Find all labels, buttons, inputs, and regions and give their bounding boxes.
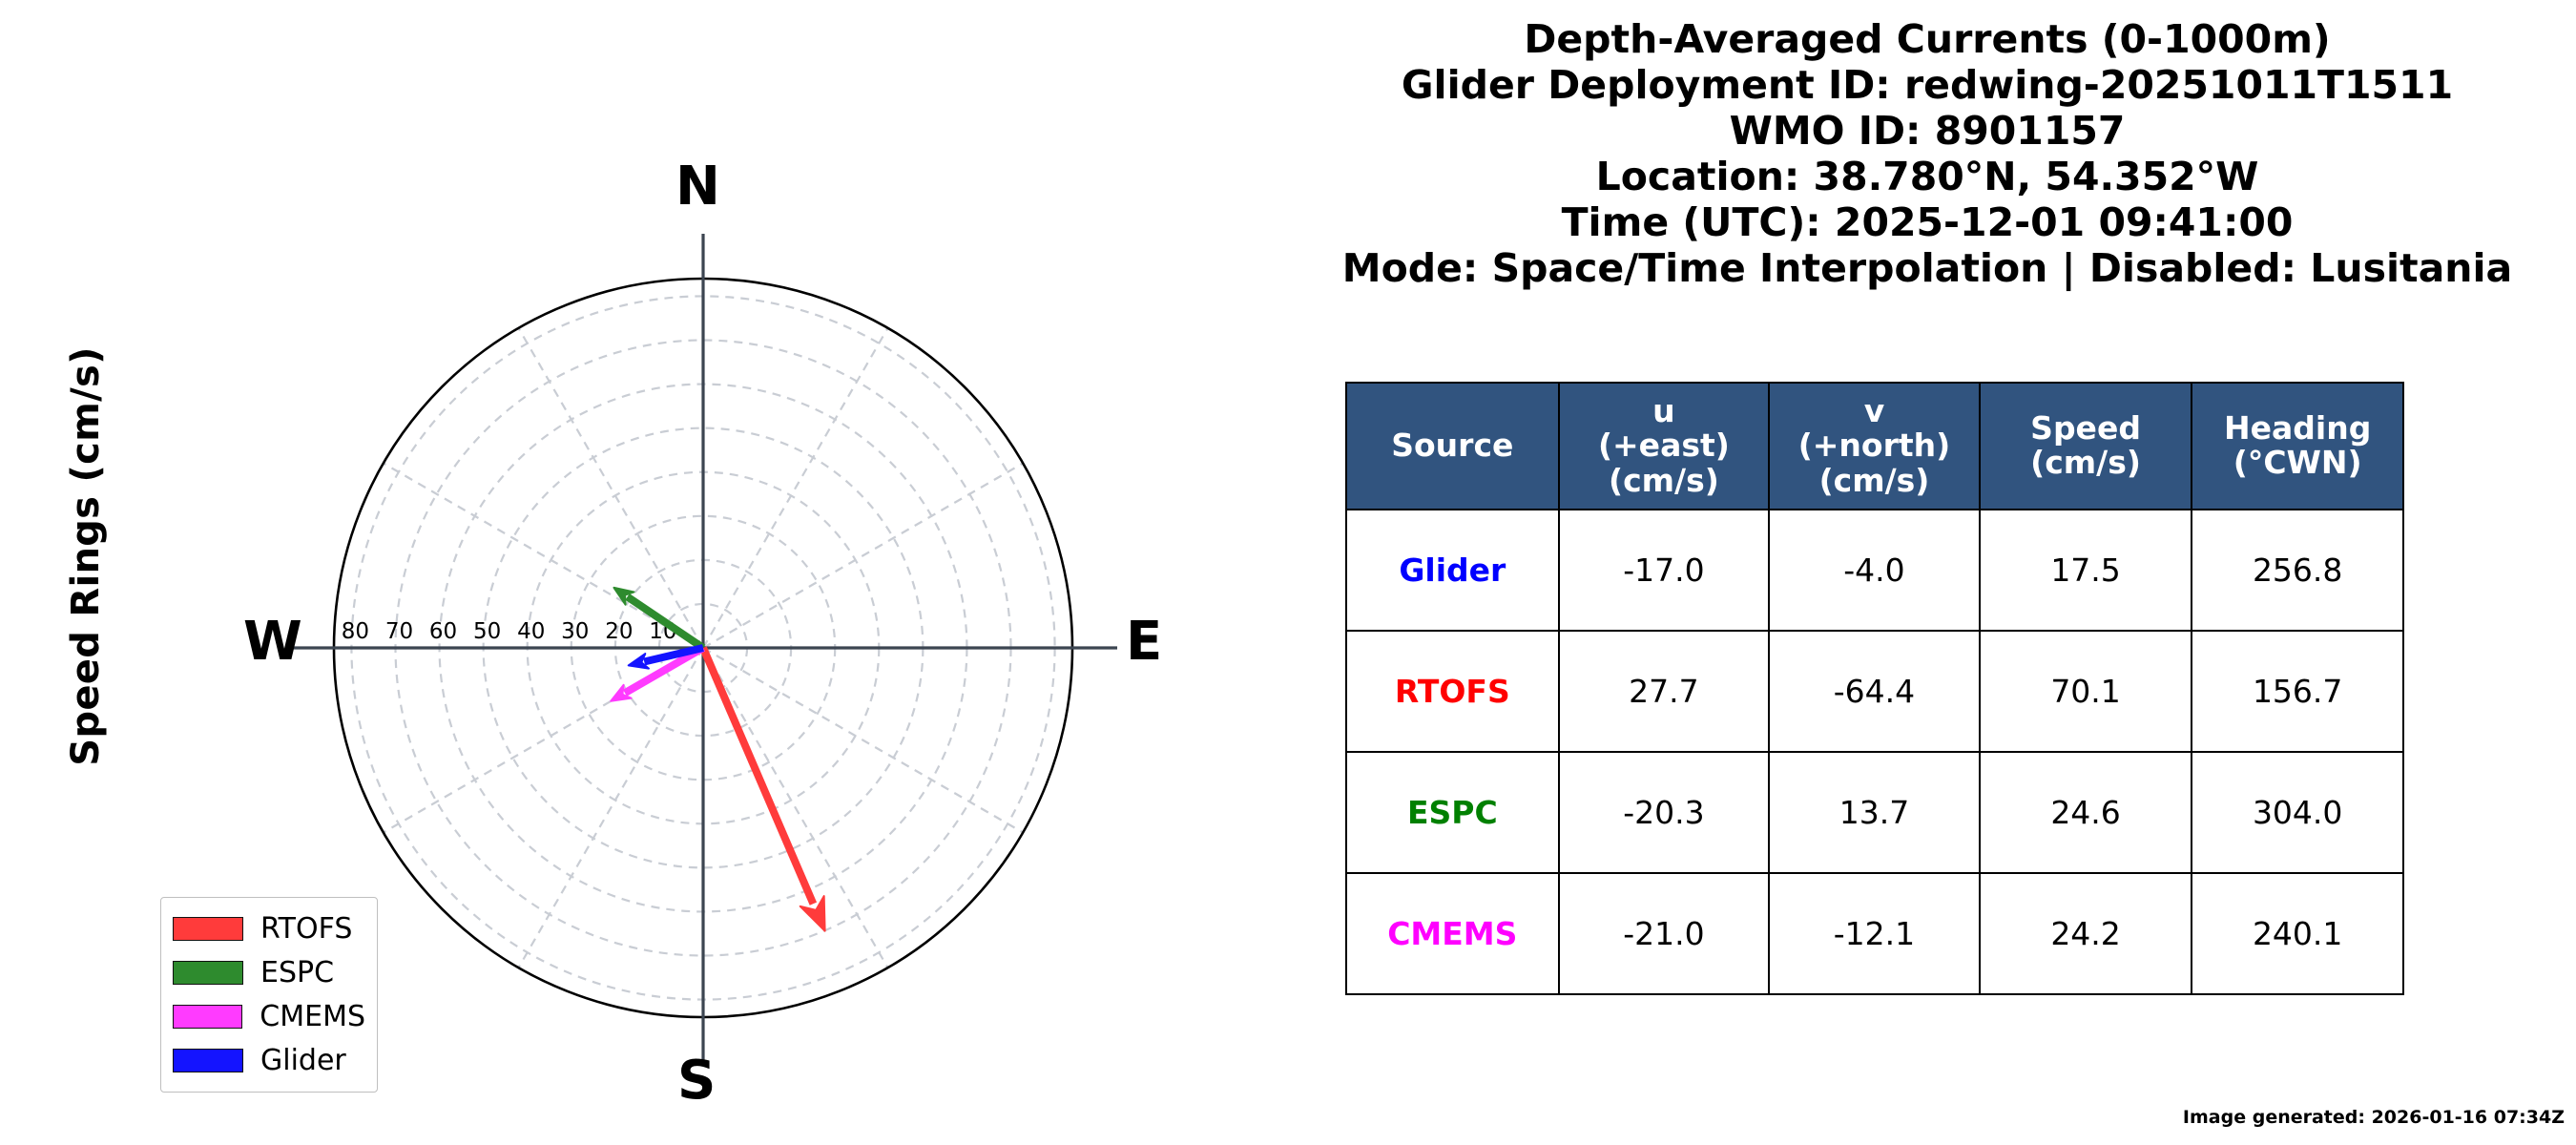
cell-u: -21.0 bbox=[1557, 871, 1771, 995]
cell-speed: 70.1 bbox=[1978, 629, 2193, 753]
radial-axis-label: Speed Rings (cm/s) bbox=[64, 346, 108, 766]
cell-u: -20.3 bbox=[1557, 750, 1771, 874]
polar-spoke-120 bbox=[702, 647, 1024, 834]
cell-heading: 240.1 bbox=[2191, 871, 2404, 995]
table-row: CMEMS -21.0 -12.1 24.2 240.1 bbox=[1345, 871, 2404, 995]
current-vector-cmems bbox=[610, 644, 705, 702]
ring-tick-label-20: 20 bbox=[605, 619, 633, 644]
header-wmo-id: WMO ID: 8901157 bbox=[1729, 107, 2126, 154]
legend-item-espc: ESPC bbox=[173, 950, 365, 994]
ring-tick-label-40: 40 bbox=[517, 619, 545, 644]
cell-speed: 24.6 bbox=[1978, 750, 2193, 874]
cell-source: Glider bbox=[1345, 508, 1560, 632]
vector-shaft-rtofs bbox=[699, 646, 818, 906]
header-deployment-id: Glider Deployment ID: redwing-20251011T1… bbox=[1401, 61, 2454, 108]
cell-source: RTOFS bbox=[1345, 629, 1560, 753]
cell-source: ESPC bbox=[1345, 750, 1560, 874]
cell-heading: 256.8 bbox=[2191, 508, 2404, 632]
ring-tick-label-80: 80 bbox=[342, 619, 369, 644]
cell-speed: 17.5 bbox=[1978, 508, 2193, 632]
compass-label-north: N bbox=[675, 156, 720, 218]
cell-v: -12.1 bbox=[1768, 871, 1981, 995]
legend-item-cmems: CMEMS bbox=[173, 994, 365, 1038]
ring-tick-label-30: 30 bbox=[561, 619, 589, 644]
compass-label-east: E bbox=[1126, 611, 1163, 673]
legend-item-glider: Glider bbox=[173, 1038, 365, 1082]
header-title: Depth-Averaged Currents (0-1000m) bbox=[1524, 16, 2331, 62]
column-header-speed: Speed (cm/s) bbox=[1978, 382, 2193, 510]
vector-shaft-glider bbox=[643, 644, 704, 666]
legend-swatch-rtofs bbox=[173, 916, 243, 941]
header-time: Time (UTC): 2025-12-01 09:41:00 bbox=[1561, 198, 2294, 245]
polar-spoke-300 bbox=[383, 462, 704, 649]
vector-shaft-cmems bbox=[622, 644, 705, 697]
header-text-block: Depth-Averaged Currents (0-1000m) Glider… bbox=[1278, 16, 2576, 292]
column-header-u: u (+east) (cm/s) bbox=[1557, 382, 1771, 510]
cell-v: 13.7 bbox=[1768, 750, 1981, 874]
polar-spoke-330 bbox=[517, 327, 704, 649]
legend-item-rtofs: RTOFS bbox=[173, 906, 365, 950]
column-header-v: v (+north) (cm/s) bbox=[1768, 382, 1981, 510]
legend-swatch-cmems bbox=[173, 1004, 243, 1029]
table-row: RTOFS 27.7 -64.4 70.1 156.7 bbox=[1345, 629, 2404, 753]
compass-label-west: W bbox=[243, 611, 302, 673]
cell-v: -64.4 bbox=[1768, 629, 1981, 753]
legend-label: Glider bbox=[260, 1043, 346, 1077]
current-vector-rtofs bbox=[699, 646, 826, 932]
cell-heading: 304.0 bbox=[2191, 750, 2404, 874]
polar-spoke-150 bbox=[702, 647, 889, 968]
column-header-source: Source bbox=[1345, 382, 1560, 510]
table-row: ESPC -20.3 13.7 24.6 304.0 bbox=[1345, 750, 2404, 874]
legend-label: ESPC bbox=[260, 955, 335, 989]
current-vector-glider bbox=[627, 644, 704, 670]
image-generated-timestamp: Image generated: 2026-01-16 07:34Z bbox=[2182, 1107, 2565, 1128]
ring-tick-label-50: 50 bbox=[473, 619, 501, 644]
table-row: Glider -17.0 -4.0 17.5 256.8 bbox=[1345, 508, 2404, 632]
vector-head-espc bbox=[613, 586, 635, 606]
header-location: Location: 38.780°N, 54.352°W bbox=[1595, 153, 2259, 199]
polar-current-vectors bbox=[610, 586, 826, 932]
cell-heading: 156.7 bbox=[2191, 629, 2404, 753]
chart-legend: RTOFS ESPC CMEMS Glider bbox=[160, 897, 378, 1093]
polar-spoke-210 bbox=[517, 647, 704, 968]
header-mode: Mode: Space/Time Interpolation | Disable… bbox=[1341, 244, 2513, 291]
column-header-heading: Heading (°CWN) bbox=[2191, 382, 2404, 510]
vector-head-rtofs bbox=[799, 895, 826, 932]
legend-label: CMEMS bbox=[260, 999, 365, 1033]
legend-label: RTOFS bbox=[260, 911, 353, 946]
cell-u: -17.0 bbox=[1557, 508, 1771, 632]
cell-u: 27.7 bbox=[1557, 629, 1771, 753]
ring-tick-label-60: 60 bbox=[429, 619, 457, 644]
legend-swatch-espc bbox=[173, 960, 243, 985]
info-panel: Depth-Averaged Currents (0-1000m) Glider… bbox=[1278, 0, 2576, 1145]
vector-shaft-espc bbox=[625, 593, 706, 652]
polar-spoke-30 bbox=[702, 327, 889, 649]
polar-spoke-60 bbox=[702, 462, 1024, 649]
cell-source: CMEMS bbox=[1345, 871, 1560, 995]
vector-head-cmems bbox=[610, 683, 633, 702]
vector-head-glider bbox=[627, 653, 650, 670]
table-header-row: Source u (+east) (cm/s) v (+north) (cm/s… bbox=[1345, 382, 2404, 510]
cell-speed: 24.2 bbox=[1978, 871, 2193, 995]
ring-tick-label-70: 70 bbox=[385, 619, 413, 644]
compass-label-south: S bbox=[677, 1050, 717, 1112]
currents-comparison-table: Source u (+east) (cm/s) v (+north) (cm/s… bbox=[1345, 382, 2404, 995]
legend-swatch-glider bbox=[173, 1048, 243, 1072]
cell-v: -4.0 bbox=[1768, 508, 1981, 632]
polar-plot-panel: 10 20 30 40 50 60 70 80 Speed Rings (cm/s) N S … bbox=[0, 0, 1278, 1145]
current-vector-espc bbox=[613, 586, 706, 652]
